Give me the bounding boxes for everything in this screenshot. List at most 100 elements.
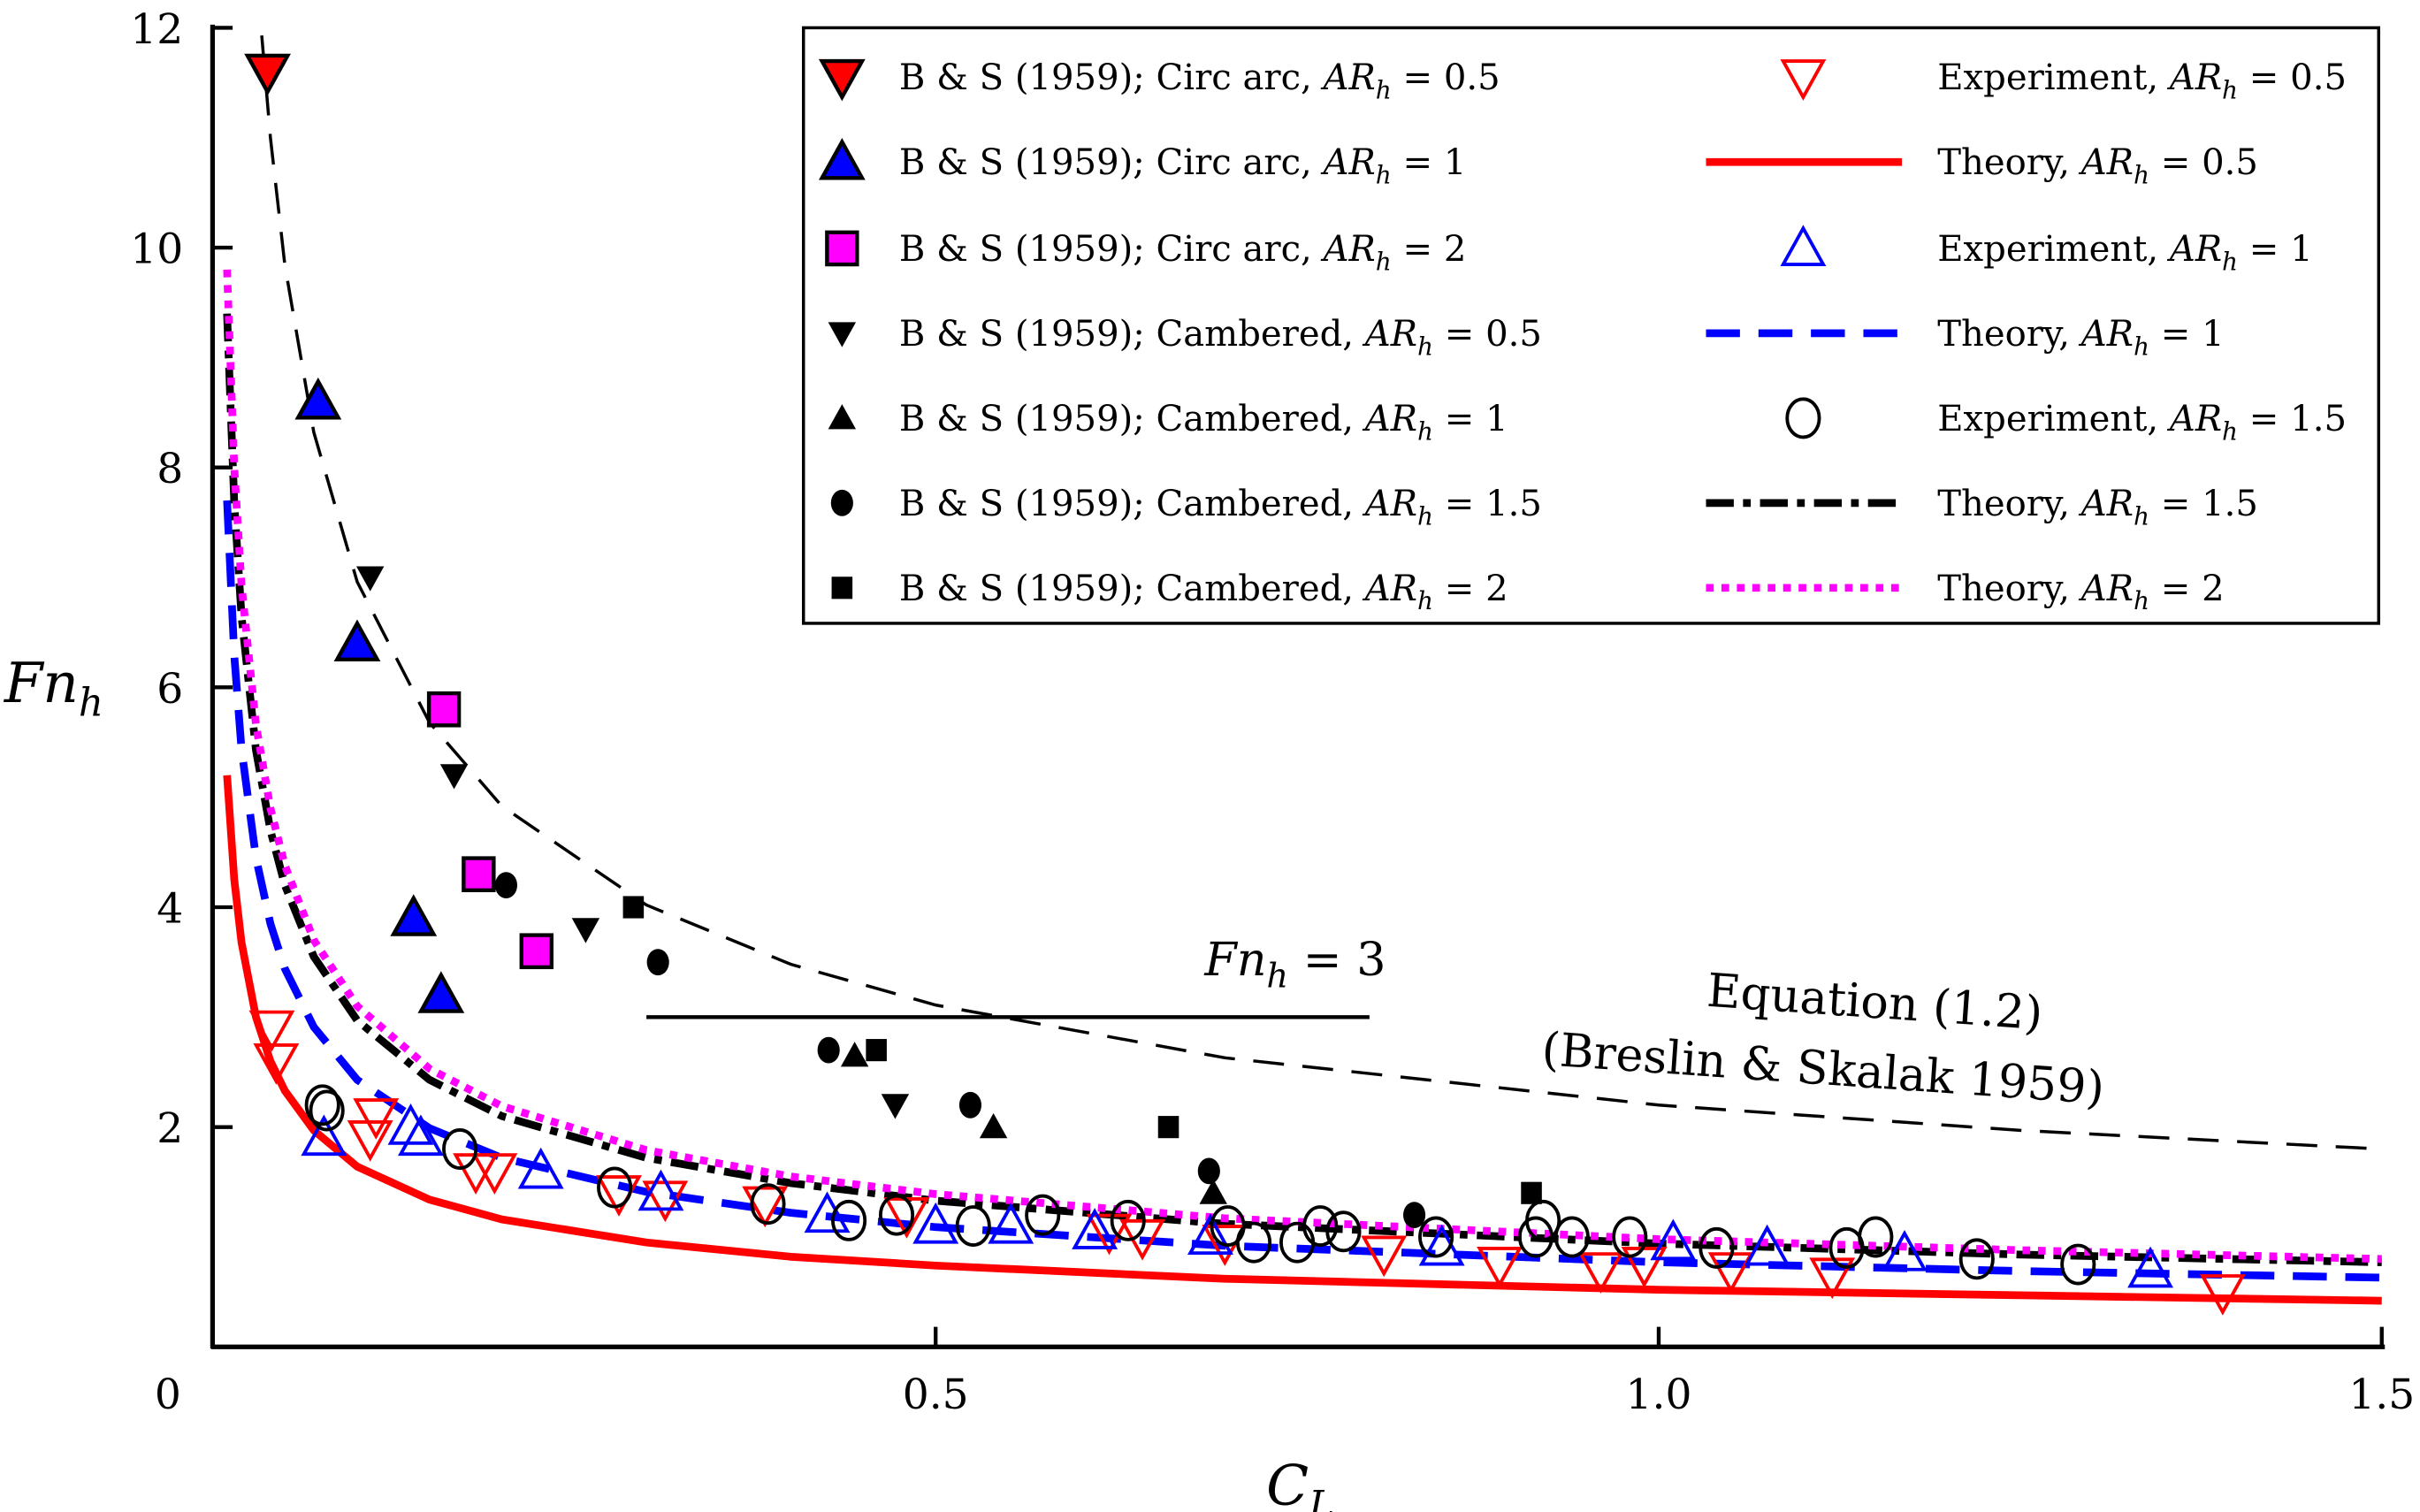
legend-marker [818,138,866,180]
data-point-s11-14 [1325,1210,1362,1253]
equation-1-2-curve [260,34,2382,1151]
legend-marker [1785,397,1821,439]
legend-entry-label: Theory, ARh = 2 [1937,569,2224,615]
legend-marker [825,230,859,267]
legend-entry-label: B & S (1959); Cambered, ARh = 1.5 [899,484,1542,531]
data-point-s5-2 [817,1036,840,1064]
data-point-s11-7 [955,1205,991,1248]
data-point-s11-2 [442,1128,478,1170]
data-point-s11-19 [1612,1216,1648,1258]
legend-entry-label: Theory, ARh = 1.5 [1937,484,2258,531]
data-point-s11-6 [878,1194,915,1236]
x-tick-label: 0.5 [903,1371,969,1419]
data-point-s3-3 [881,1094,910,1119]
x-axis-label: CL [1266,1453,1334,1512]
data-point-s11-15 [1418,1216,1454,1258]
ticks: 2 4 6 8 10 12 0.5 1.0 1.5 [130,5,2415,1419]
data-point-s11-4 [750,1183,786,1226]
data-point-s7-14 [1477,1246,1523,1288]
data-point-s6-0 [622,896,645,919]
data-point-s4-0 [840,1042,869,1067]
data-point-s9-13 [1882,1229,1928,1271]
data-point-s11-3 [597,1166,633,1209]
data-point-s9-11 [1650,1218,1697,1261]
data-point-s7-19 [2199,1274,2246,1316]
y-tick-label: 8 [156,445,183,493]
data-point-s2-0 [426,691,462,728]
y-tick-label: 6 [156,665,183,714]
legend: B & S (1959); Circ arc, ARh = 0.5 B & S (… [801,26,2381,625]
data-point-s7-10 [1086,1213,1133,1256]
data-point-s11-9 [1110,1199,1146,1241]
data-point-s6-3 [1521,1181,1542,1204]
legend-box [801,26,2381,625]
y-tick-label: 10 [130,225,183,274]
data-point-s6-2 [1157,1116,1179,1139]
data-point-s9-6 [912,1202,959,1244]
legend-marker [828,404,857,430]
data-point-s11-11 [1235,1221,1272,1264]
legend-entry-label: Experiment, ARh = 1 [1937,229,2313,276]
annotations: Fnh = 3 Equation (1.2) (Breslin & Skalak… [646,933,2106,1115]
data-point-s3-1 [439,764,469,790]
legend-entry-label: B & S (1959); Cambered, ARh = 1 [899,399,1508,446]
data-point-s9-5 [804,1191,851,1233]
data-point-s11-5 [830,1199,867,1241]
y-tick-label: 12 [130,5,183,54]
data-point-s11-8 [1025,1194,1061,1236]
data-point-s7-5 [471,1153,518,1195]
fnh-3-label: Fnh = 3 [1203,933,1386,997]
legend-entry-label: B & S (1959); Cambered, ARh = 2 [899,569,1508,615]
data-point-s9-7 [988,1202,1034,1244]
data-point-s7-8 [742,1186,789,1228]
legend-marker [831,577,853,599]
data-point-s4-2 [1199,1179,1227,1204]
theory-curve-8 [223,775,2382,1305]
data-point-s11-18 [1554,1216,1590,1258]
data-point-s11-24 [2060,1243,2096,1286]
data-point-s9-2 [397,1114,444,1157]
theory-curve-10 [223,500,2382,1282]
data-point-s5-0 [494,872,518,899]
data-point-s4-1 [979,1112,1008,1139]
data-point-s1-3 [417,971,465,1013]
data-point-s9-9 [1187,1213,1233,1256]
data-point-s7-2 [353,1098,400,1140]
data-point-s7-13 [1361,1235,1408,1278]
y-tick-label: 4 [156,884,183,933]
data-point-s5-1 [646,949,669,976]
data-point-s7-16 [1621,1246,1668,1288]
legend-marker [818,58,866,102]
data-point-s9-12 [1744,1224,1790,1266]
legend-marker [828,322,857,347]
data-point-s9-3 [517,1147,564,1189]
data-point-s11-13 [1302,1205,1339,1248]
legend-marker [1780,59,1827,101]
data-point-s7-1 [253,1042,300,1085]
data-point-s9-4 [637,1169,684,1211]
data-point-s11-0 [304,1084,340,1126]
data-point-s9-14 [2127,1246,2174,1288]
y-tick-label: 2 [156,1104,183,1153]
data-point-s1-0 [294,377,342,420]
equation-label: Equation (1.2) [1706,964,2045,1041]
data-point-s1-1 [333,619,381,661]
data-point-s9-0 [301,1114,347,1157]
data-point-s1-2 [390,894,438,936]
data-point-s9-8 [1072,1208,1118,1249]
legend-entry-label: B & S (1959); Cambered, ARh = 0.5 [899,314,1542,361]
data-point-s7-15 [1577,1252,1624,1294]
data-point-s5-4 [1197,1157,1220,1185]
data-point-s11-20 [1699,1226,1735,1269]
y-axis-label: Fnh [4,651,103,726]
data-point-s7-0 [248,1010,295,1052]
legend-entry-label: Experiment, ARh = 0.5 [1937,57,2347,104]
theory-curve-13 [223,269,2382,1264]
legend-marker [1780,225,1827,266]
data-point-s7-3 [347,1120,393,1162]
legend-entry-label: B & S (1959); Circ arc, ARh = 0.5 [899,57,1500,104]
legend-entry-label: Theory, ARh = 1 [1937,314,2224,361]
data-point-s2-2 [519,933,553,970]
data-point-s11-12 [1279,1221,1316,1264]
